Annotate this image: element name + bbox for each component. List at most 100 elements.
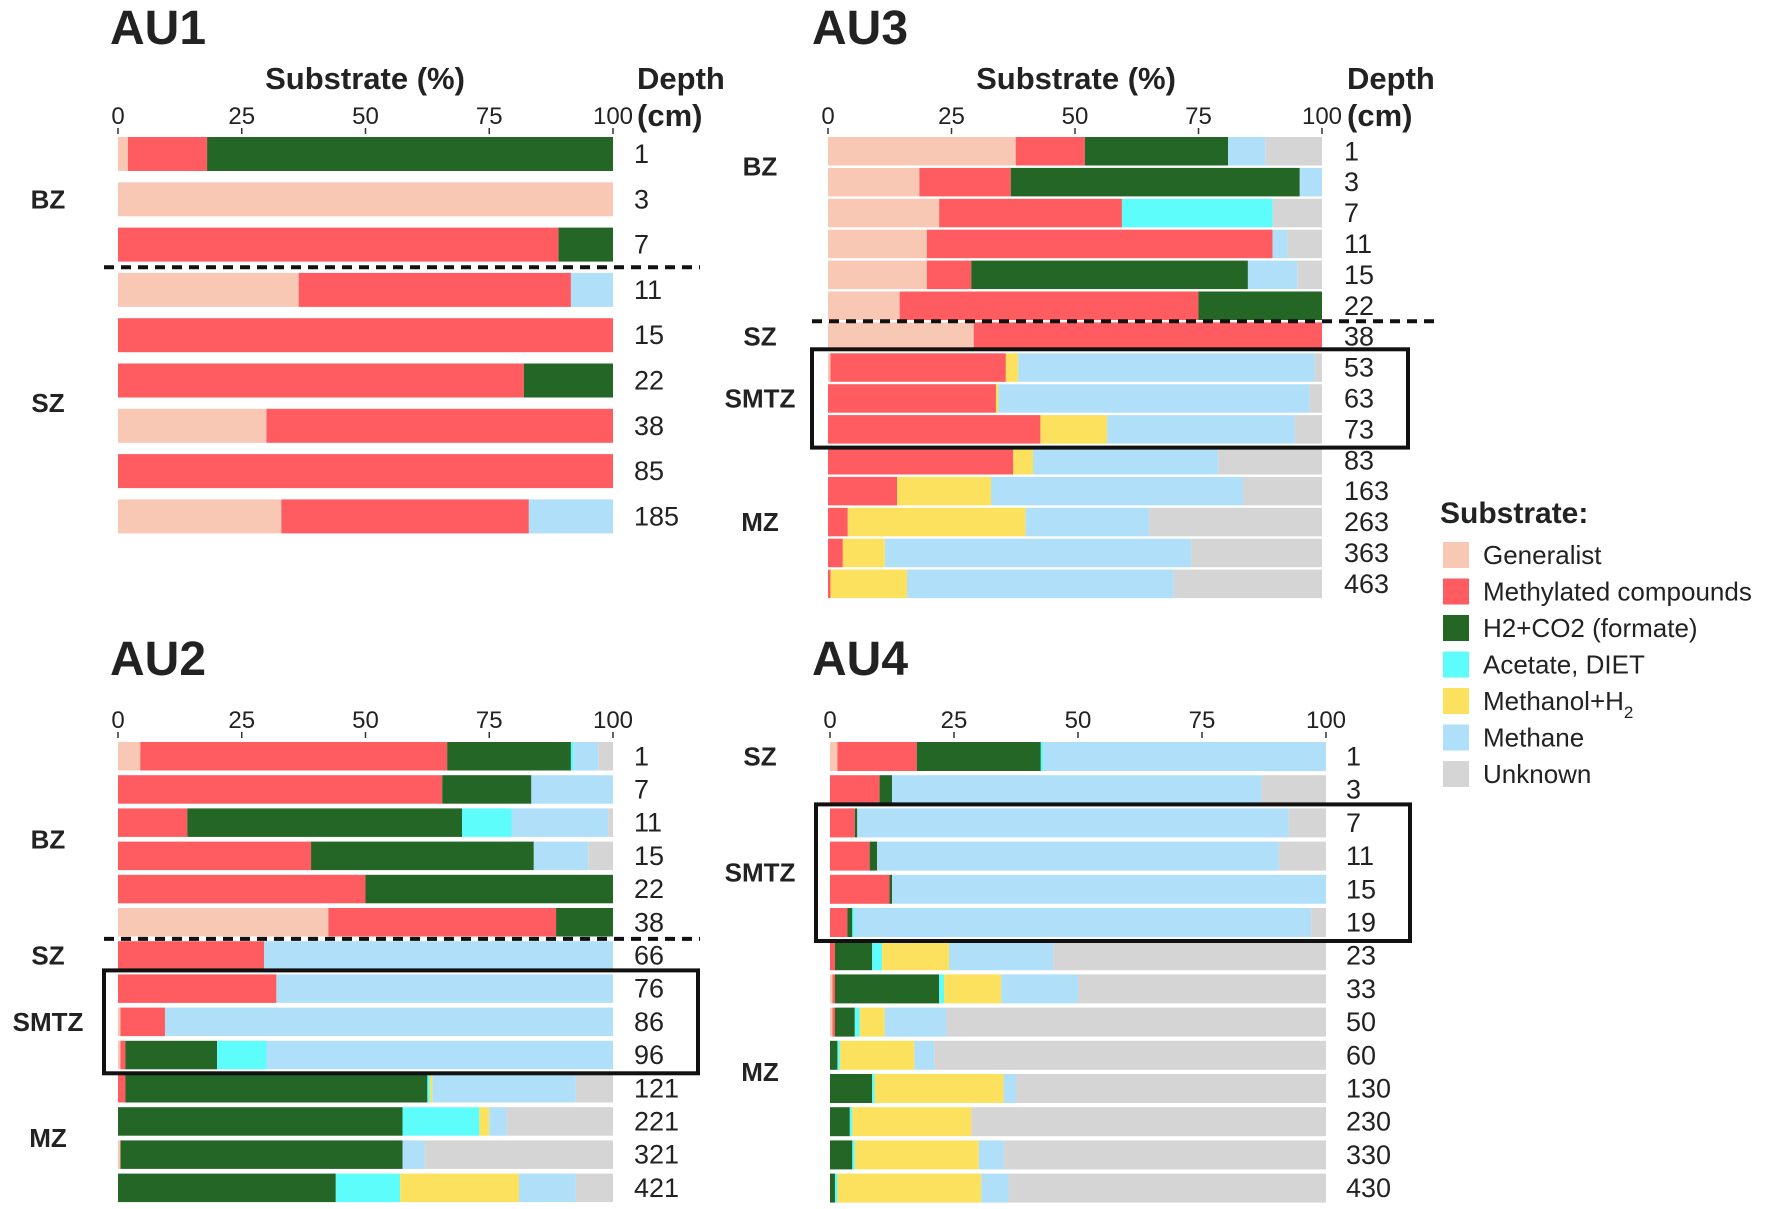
depth-label: 15: [1346, 874, 1376, 904]
bar-row-63: [828, 384, 1322, 413]
x-tick-label: 25: [941, 707, 968, 734]
bar-segment-acetate: [427, 1074, 430, 1103]
bar-segment-unknown: [424, 1140, 613, 1169]
zone-label-bz: BZ: [31, 824, 66, 854]
bar-segment-methylated: [926, 260, 972, 290]
x-tick-label: 75: [1185, 103, 1212, 130]
bar-segment-unknown: [1191, 538, 1322, 568]
depth-label: 1: [634, 741, 649, 771]
bar-row-7: [830, 808, 1326, 838]
bar-row-15: [830, 874, 1326, 904]
bar-row-1: [118, 742, 613, 771]
bar-segment-h2co2: [834, 941, 873, 971]
bar-segment-h2co2: [854, 808, 858, 838]
bar-segment-methane: [981, 1173, 1009, 1203]
bar-segment-methylated: [830, 908, 848, 937]
bar-segment-acetate: [872, 1074, 875, 1103]
bar-segment-h2co2: [1084, 137, 1229, 166]
legend-label-methanol: Methanol+H2: [1483, 686, 1633, 722]
zone-label-mz: MZ: [741, 507, 779, 537]
bar-row-11: [830, 841, 1326, 871]
bar-segment-unknown: [1218, 446, 1322, 475]
bar-segment-methylated: [328, 908, 557, 937]
bar-segment-h2co2: [889, 874, 892, 904]
depth-label: 23: [1346, 941, 1376, 971]
bar-segment-unknown: [575, 1074, 613, 1103]
bar-segment-methylated: [830, 808, 855, 838]
bar-segment-methylated: [828, 569, 831, 599]
depth-label: 463: [1344, 569, 1389, 599]
depth-label: 76: [634, 974, 664, 1004]
depth-label: 60: [1346, 1040, 1376, 1070]
zone-label-sz: SZ: [31, 388, 64, 418]
bar-segment-unknown: [1309, 384, 1322, 413]
bar-segment-h2co2: [879, 775, 892, 805]
bar-segment-methanol: [995, 384, 999, 413]
bar-segment-methylated: [118, 775, 443, 804]
bar-segment-acetate: [217, 1040, 267, 1070]
bar-segment-h2co2: [523, 363, 613, 398]
bar-segment-methane: [1001, 974, 1078, 1004]
bar-segment-methane: [533, 841, 589, 871]
bar-segment-methane: [276, 974, 613, 1003]
depth-label: 19: [1346, 908, 1376, 938]
depth-label: 7: [634, 230, 649, 260]
bar-row-33: [830, 974, 1326, 1004]
bar-segment-methane: [1228, 137, 1266, 166]
bar-segment-methane: [884, 1007, 947, 1037]
bar-segment-h2co2: [118, 1107, 403, 1136]
depth-label: 7: [1344, 198, 1359, 228]
bar-segment-methylated: [926, 229, 1273, 259]
bar-segment-methylated: [832, 1007, 835, 1037]
bar-row-163: [828, 476, 1322, 506]
x-tick-label: 50: [1062, 103, 1089, 130]
depth-label: 22: [634, 874, 664, 904]
bar-row-7: [118, 227, 613, 262]
bar-row-363: [828, 538, 1322, 568]
x-tick-label: 0: [111, 707, 124, 734]
bar-segment-h2co2: [830, 1173, 835, 1203]
x-tick-label: 0: [111, 103, 124, 130]
bar-segment-methanol: [839, 1040, 915, 1070]
depth-label: 73: [1344, 414, 1374, 444]
overlay-au2: [102, 936, 700, 1076]
legend-swatch-methylated: [1443, 578, 1469, 605]
x-ticks-au4: 0 25 50 75 100: [823, 707, 1346, 738]
depth-title-au1: Depth (cm): [637, 61, 725, 133]
bar-row-7: [118, 775, 613, 804]
bar-row-1: [828, 137, 1322, 166]
bar-segment-unknown: [1242, 476, 1322, 506]
depth-label: 85: [634, 456, 664, 486]
bar-row-15: [828, 260, 1322, 290]
bar-segment-methanol: [859, 1007, 885, 1037]
bar-row-22: [118, 874, 613, 904]
bar-segment-methylated: [266, 408, 613, 443]
bar-segment-methylated: [120, 1040, 126, 1070]
bar-row-3: [118, 182, 613, 217]
bar-segment-methylated: [1015, 137, 1085, 166]
bar-segment-methane: [1272, 229, 1288, 259]
bar-row-3: [830, 775, 1326, 805]
bar-segment-unknown: [1173, 569, 1322, 599]
bar-row-85: [118, 454, 613, 489]
bar-segment-methylated: [118, 808, 188, 837]
bar-segment-generalist: [118, 408, 267, 443]
bar-segment-generalist: [830, 1007, 833, 1037]
bar-segment-generalist: [828, 198, 940, 228]
legend-swatch-h2co2: [1443, 615, 1469, 641]
bar-segment-methane: [1247, 260, 1298, 290]
bar-segment-generalist: [118, 182, 613, 217]
smtz-box: [102, 968, 700, 1076]
bar-segment-generalist: [828, 260, 927, 290]
bar-segment-generalist: [830, 974, 833, 1004]
zone-label-smtz: SMTZ: [725, 858, 796, 888]
bar-segment-methanol: [852, 1107, 972, 1137]
bar-row-263: [828, 507, 1322, 537]
bar-segment-methane: [854, 908, 1312, 937]
bar-segment-acetate: [335, 1173, 401, 1203]
bar-segment-methylated: [828, 446, 1014, 475]
bar-segment-methanol: [854, 1140, 979, 1170]
depth-label: 83: [1344, 445, 1374, 475]
